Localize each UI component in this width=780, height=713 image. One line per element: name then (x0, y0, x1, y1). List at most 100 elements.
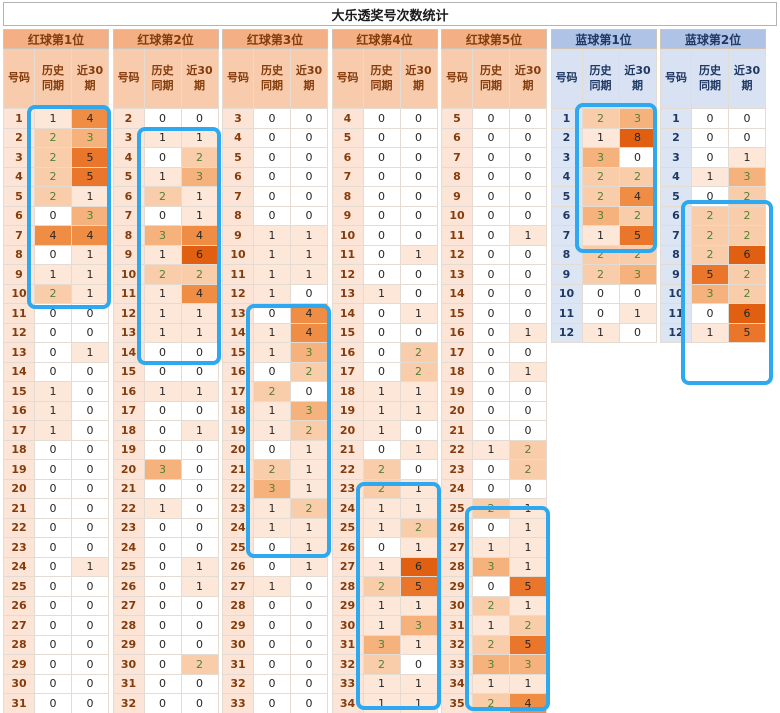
hist-value-cell[interactable]: 0 (35, 557, 72, 577)
number-cell[interactable]: 19 (222, 421, 254, 441)
number-cell[interactable]: 30 (441, 596, 473, 616)
number-cell[interactable]: 17 (441, 343, 473, 363)
group-header[interactable]: 红球第2位 (112, 29, 219, 49)
number-cell[interactable]: 19 (112, 440, 145, 460)
recent-value-cell[interactable]: 0 (181, 343, 219, 363)
number-cell[interactable]: 31 (331, 635, 364, 655)
hist-value-cell[interactable]: 0 (254, 148, 291, 168)
hist-value-cell[interactable]: 1 (582, 323, 620, 343)
hist-value-cell[interactable]: 0 (35, 362, 72, 382)
hist-value-cell[interactable]: 0 (473, 128, 510, 148)
hist-value-cell[interactable]: 0 (473, 343, 510, 363)
hist-value-cell[interactable]: 0 (254, 557, 291, 577)
hist-value-cell[interactable]: 1 (35, 265, 72, 285)
hist-value-cell[interactable]: 0 (363, 226, 401, 246)
recent-column-header[interactable]: 近30期 (619, 49, 657, 109)
number-cell[interactable]: 14 (112, 343, 145, 363)
hist-value-cell[interactable]: 0 (473, 265, 510, 285)
hist-value-cell[interactable]: 0 (692, 148, 729, 168)
recent-value-cell[interactable]: 4 (181, 226, 219, 246)
recent-value-cell[interactable]: 0 (291, 284, 328, 304)
recent-value-cell[interactable]: 0 (400, 187, 438, 207)
hist-value-cell[interactable]: 1 (692, 167, 729, 187)
number-cell[interactable]: 33 (222, 694, 254, 713)
number-cell[interactable]: 24 (3, 557, 35, 577)
number-cell[interactable]: 13 (112, 323, 145, 343)
recent-value-cell[interactable]: 2 (181, 655, 219, 675)
hist-value-cell[interactable]: 0 (254, 596, 291, 616)
hist-value-cell[interactable]: 1 (363, 557, 401, 577)
recent-value-cell[interactable]: 1 (72, 343, 109, 363)
recent-value-cell[interactable]: 2 (181, 148, 219, 168)
hist-value-cell[interactable]: 1 (582, 128, 620, 148)
hist-value-cell[interactable]: 1 (254, 421, 291, 441)
number-cell[interactable]: 20 (112, 460, 145, 480)
recent-value-cell[interactable]: 1 (400, 401, 438, 421)
group-header[interactable]: 蓝球第2位 (660, 29, 766, 49)
hist-value-cell[interactable]: 0 (473, 284, 510, 304)
number-cell[interactable]: 7 (550, 226, 583, 246)
number-cell[interactable]: 34 (331, 694, 364, 713)
recent-value-cell[interactable]: 0 (72, 518, 109, 538)
recent-value-cell[interactable]: 0 (181, 499, 219, 519)
recent-value-cell[interactable]: 6 (400, 557, 438, 577)
number-cell[interactable]: 23 (331, 479, 364, 499)
recent-value-cell[interactable]: 1 (181, 304, 219, 324)
recent-value-cell[interactable]: 0 (72, 440, 109, 460)
recent-value-cell[interactable]: 2 (729, 226, 766, 246)
hist-value-cell[interactable]: 0 (473, 421, 510, 441)
group-header[interactable]: 红球第5位 (441, 29, 547, 49)
recent-value-cell[interactable]: 2 (400, 362, 438, 382)
recent-value-cell[interactable]: 1 (291, 538, 328, 558)
number-cell[interactable]: 9 (222, 226, 254, 246)
hist-value-cell[interactable]: 1 (254, 518, 291, 538)
number-cell[interactable]: 14 (441, 284, 473, 304)
hist-value-cell[interactable]: 0 (35, 655, 72, 675)
hist-value-cell[interactable]: 1 (582, 226, 620, 246)
number-cell[interactable]: 28 (112, 616, 145, 636)
recent-value-cell[interactable]: 0 (181, 635, 219, 655)
hist-value-cell[interactable]: 1 (363, 284, 401, 304)
hist-value-cell[interactable]: 0 (35, 694, 72, 713)
recent-value-cell[interactable]: 1 (181, 206, 219, 226)
recent-value-cell[interactable]: 1 (291, 440, 328, 460)
hist-value-cell[interactable]: 2 (35, 128, 72, 148)
recent-value-cell[interactable]: 1 (510, 226, 547, 246)
recent-value-cell[interactable]: 3 (729, 167, 766, 187)
number-cell[interactable]: 6 (660, 206, 692, 226)
number-cell[interactable]: 25 (331, 518, 364, 538)
recent-value-cell[interactable]: 3 (181, 167, 219, 187)
recent-value-cell[interactable]: 0 (291, 596, 328, 616)
number-cell[interactable]: 16 (222, 362, 254, 382)
recent-value-cell[interactable]: 1 (181, 577, 219, 597)
hist-value-cell[interactable]: 0 (35, 440, 72, 460)
hist-value-cell[interactable]: 0 (144, 635, 182, 655)
recent-value-cell[interactable]: 2 (510, 440, 547, 460)
number-cell[interactable]: 8 (441, 167, 473, 187)
hist-value-cell[interactable]: 0 (473, 148, 510, 168)
hist-value-cell[interactable]: 5 (692, 265, 729, 285)
hist-value-cell[interactable]: 3 (254, 479, 291, 499)
recent-value-cell[interactable]: 2 (400, 518, 438, 538)
hist-value-cell[interactable]: 0 (473, 382, 510, 402)
number-cell[interactable]: 29 (441, 577, 473, 597)
number-cell[interactable]: 20 (441, 401, 473, 421)
num-column-header[interactable]: 号码 (3, 49, 35, 109)
number-cell[interactable]: 8 (3, 245, 35, 265)
hist-value-cell[interactable]: 1 (363, 616, 401, 636)
number-cell[interactable]: 21 (331, 440, 364, 460)
recent-value-cell[interactable]: 1 (400, 538, 438, 558)
number-cell[interactable]: 6 (3, 206, 35, 226)
hist-value-cell[interactable]: 0 (35, 460, 72, 480)
recent-column-header[interactable]: 近30期 (510, 49, 547, 109)
recent-value-cell[interactable]: 0 (510, 265, 547, 285)
hist-value-cell[interactable]: 0 (473, 304, 510, 324)
hist-value-cell[interactable]: 0 (35, 343, 72, 363)
recent-value-cell[interactable]: 0 (510, 187, 547, 207)
hist-value-cell[interactable]: 1 (144, 382, 182, 402)
recent-value-cell[interactable]: 3 (72, 206, 109, 226)
recent-value-cell[interactable]: 0 (510, 479, 547, 499)
hist-value-cell[interactable]: 0 (144, 343, 182, 363)
number-cell[interactable]: 31 (441, 616, 473, 636)
number-cell[interactable]: 10 (331, 226, 364, 246)
